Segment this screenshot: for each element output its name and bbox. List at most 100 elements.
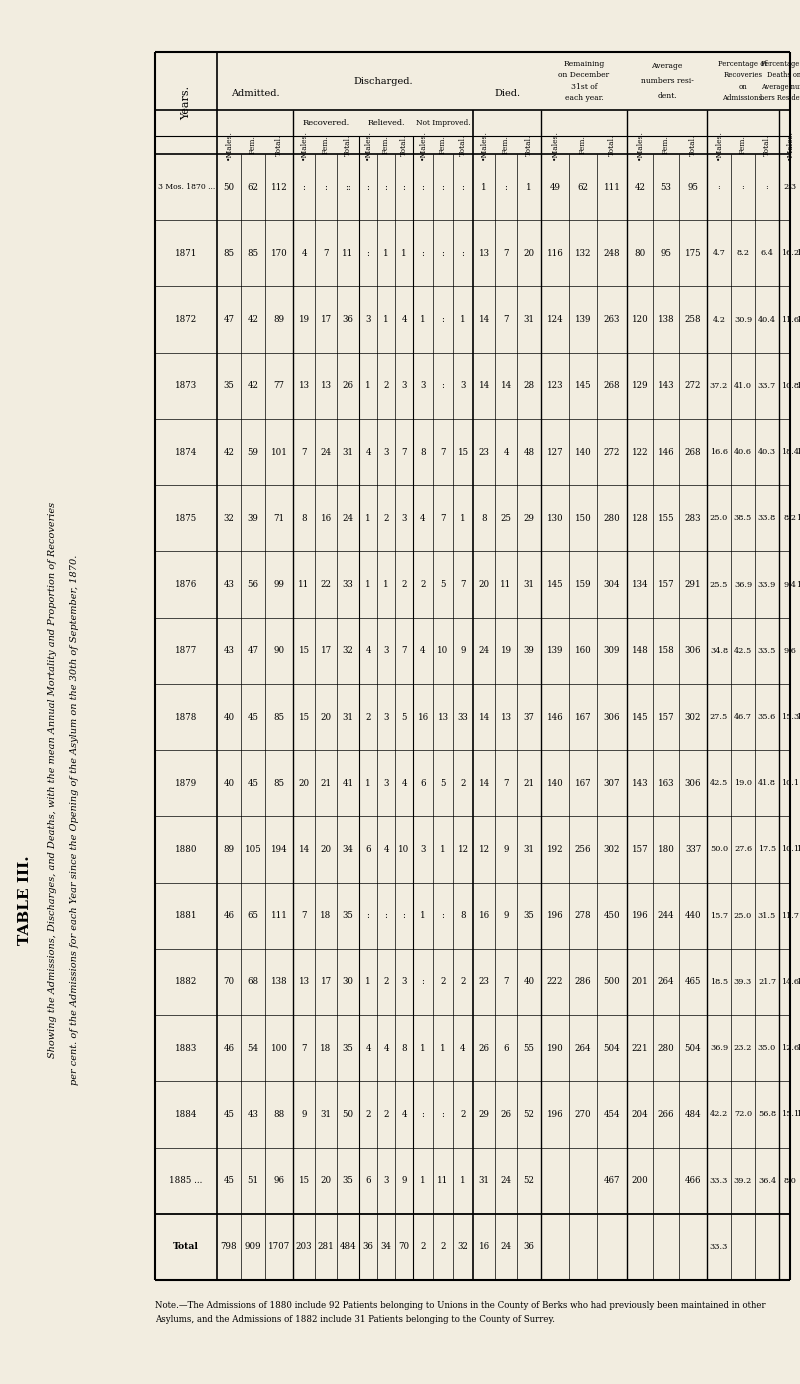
Text: 7: 7 [323, 249, 329, 257]
Text: per cent. of the Admissions for each Year since the Opening of the Asylum on the: per cent. of the Admissions for each Yea… [70, 555, 79, 1085]
Text: 51: 51 [247, 1176, 258, 1185]
Text: 20: 20 [523, 249, 534, 257]
Text: 25.0: 25.0 [710, 515, 728, 522]
Text: 85: 85 [274, 779, 285, 787]
Text: 39.3: 39.3 [734, 978, 752, 985]
Text: Total.: Total. [525, 134, 533, 155]
Text: 1: 1 [401, 249, 407, 257]
Text: 10.2: 10.2 [797, 382, 800, 390]
Text: 39.2: 39.2 [734, 1176, 752, 1185]
Text: 17: 17 [321, 646, 331, 655]
Text: 5: 5 [402, 713, 406, 721]
Text: :: : [442, 1110, 445, 1118]
Text: 15.1: 15.1 [781, 1110, 799, 1118]
Text: 3: 3 [420, 846, 426, 854]
Text: 2: 2 [460, 1110, 466, 1118]
Text: 264: 264 [574, 1044, 591, 1053]
Text: 10.2: 10.2 [797, 515, 800, 522]
Text: 10.2: 10.2 [797, 713, 800, 721]
Text: 15.3: 15.3 [781, 713, 799, 721]
Text: Discharged.: Discharged. [353, 76, 413, 86]
Text: 42.2: 42.2 [710, 1110, 728, 1118]
Text: 7.7: 7.7 [799, 1176, 800, 1185]
Text: 20: 20 [321, 846, 331, 854]
Text: 3: 3 [420, 382, 426, 390]
Text: 116: 116 [546, 249, 563, 257]
Text: 27.6: 27.6 [734, 846, 752, 854]
Text: 47: 47 [247, 646, 258, 655]
Text: 7: 7 [460, 580, 466, 590]
Text: 9.6: 9.6 [783, 646, 797, 655]
Text: 111: 111 [270, 911, 287, 920]
Text: 17: 17 [321, 316, 331, 324]
Text: 90: 90 [274, 646, 285, 655]
Text: 1: 1 [460, 316, 466, 324]
Text: 1875: 1875 [175, 513, 197, 523]
Text: dent.: dent. [657, 91, 677, 100]
Text: 50: 50 [223, 183, 234, 191]
Text: 484: 484 [340, 1243, 356, 1251]
Text: 42.5: 42.5 [710, 779, 728, 787]
Text: :: : [385, 911, 387, 920]
Text: 53: 53 [661, 183, 671, 191]
Text: 16: 16 [478, 1243, 490, 1251]
Text: 31: 31 [342, 713, 354, 721]
Text: 42: 42 [247, 382, 258, 390]
Text: 1: 1 [481, 183, 487, 191]
Text: 25.0: 25.0 [734, 912, 752, 920]
Text: 143: 143 [658, 382, 674, 390]
Text: 150: 150 [574, 513, 591, 523]
Text: 9: 9 [460, 646, 466, 655]
Text: 6: 6 [366, 1176, 370, 1185]
Text: 85: 85 [247, 249, 258, 257]
Text: 35: 35 [342, 1176, 354, 1185]
Text: 281: 281 [318, 1243, 334, 1251]
Text: 96: 96 [274, 1176, 285, 1185]
Text: :: : [742, 183, 744, 191]
Text: 35: 35 [342, 911, 354, 920]
Text: 43: 43 [247, 1110, 258, 1118]
Text: 3: 3 [383, 713, 389, 721]
Text: Remaining: Remaining [563, 60, 605, 68]
Text: Admitted.: Admitted. [230, 90, 279, 98]
Text: 10: 10 [438, 646, 449, 655]
Text: 15: 15 [458, 447, 469, 457]
Text: 70: 70 [223, 977, 234, 987]
Text: 10.7: 10.7 [797, 1110, 800, 1118]
Text: Total.: Total. [344, 134, 352, 155]
Text: 45: 45 [223, 1110, 234, 1118]
Text: :: : [325, 183, 327, 191]
Text: 32: 32 [458, 1243, 469, 1251]
Text: 221: 221 [632, 1044, 648, 1053]
Text: •Males.: •Males. [225, 130, 233, 161]
Text: 8: 8 [301, 513, 307, 523]
Text: 244: 244 [658, 911, 674, 920]
Text: 35: 35 [223, 382, 234, 390]
Text: 1879: 1879 [175, 779, 197, 787]
Text: 29: 29 [478, 1110, 490, 1118]
Text: 41.8: 41.8 [758, 779, 776, 787]
Text: 8: 8 [420, 447, 426, 457]
Text: 17.5: 17.5 [758, 846, 776, 854]
Text: 17.9: 17.9 [797, 448, 800, 457]
Text: 7: 7 [440, 447, 446, 457]
Text: 286: 286 [574, 977, 591, 987]
Text: :: : [442, 183, 445, 191]
Text: Fem.: Fem. [662, 136, 670, 155]
Text: 306: 306 [685, 646, 702, 655]
Text: 41: 41 [342, 779, 354, 787]
Text: :: : [442, 911, 445, 920]
Text: 160: 160 [574, 646, 591, 655]
Text: 50: 50 [342, 1110, 354, 1118]
Text: 504: 504 [685, 1044, 702, 1053]
Text: 1: 1 [460, 1176, 466, 1185]
Text: :: : [718, 183, 720, 191]
Text: 6: 6 [503, 1044, 509, 1053]
Text: 258: 258 [685, 316, 702, 324]
Text: Relieved.: Relieved. [367, 119, 405, 127]
Text: 8: 8 [460, 911, 466, 920]
Text: 196: 196 [632, 911, 648, 920]
Text: 85: 85 [274, 713, 285, 721]
Text: 8.8: 8.8 [799, 779, 800, 787]
Text: Died.: Died. [494, 90, 520, 98]
